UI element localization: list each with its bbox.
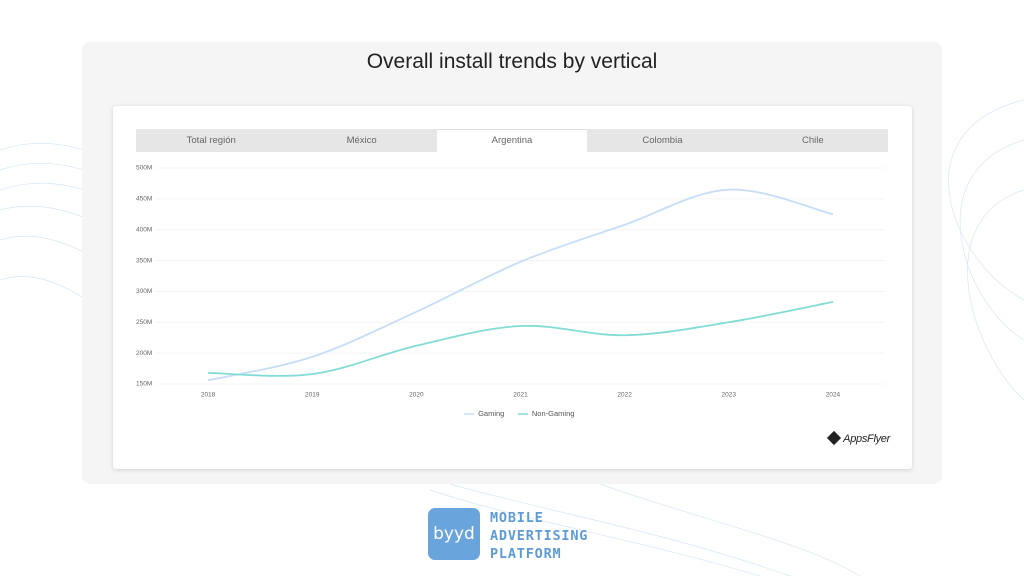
chart: 150M 200M 250M 300M 350M 400M 450M 500M 2018 2019…	[136, 165, 885, 418]
tab[interactable]: Chile	[802, 135, 824, 146]
x-tick-label: 2018	[201, 392, 216, 399]
legend-label: Gaming	[478, 409, 504, 418]
tab[interactable]: México	[346, 135, 377, 146]
legend-label: Non-Gaming	[532, 409, 575, 418]
brand-tagline: MOBILE ADVERTISING PLATFORM	[490, 509, 588, 563]
x-tick-label: 2024	[826, 392, 841, 399]
x-tick-label: 2023	[722, 392, 737, 399]
x-tick-label: 2020	[409, 392, 424, 399]
tagline-line: MOBILE	[490, 510, 544, 526]
x-tick-label: 2019	[305, 392, 320, 399]
y-tick-label: 450M	[136, 196, 152, 203]
y-tick-label: 350M	[136, 257, 152, 264]
tab[interactable]: Colombia	[642, 135, 683, 146]
x-tick-label: 2022	[617, 392, 632, 399]
appsflyer-logo: AppsFlyer	[829, 433, 890, 445]
y-tick-label: 200M	[136, 350, 152, 357]
tagline-line: ADVERTISING	[490, 528, 589, 544]
x-tick-label: 2021	[513, 392, 528, 399]
y-tick-label: 400M	[136, 226, 152, 233]
y-tick-label: 250M	[136, 319, 152, 326]
y-tick-label: 150M	[136, 381, 152, 388]
tagline-line: PLATFORM	[490, 546, 562, 562]
panel: Overall install trends by vertical 150M 2…	[82, 42, 942, 484]
tab-active[interactable]: Argentina	[436, 129, 588, 152]
chart-card: 150M 200M 250M 300M 350M 400M 450M 500M 2018 2019…	[113, 106, 912, 469]
brand-logo: byyd	[428, 508, 480, 560]
y-tick-label: 300M	[136, 288, 152, 295]
tab[interactable]: Total región	[186, 135, 236, 146]
tab-bar: Total región México Argentina Colombia C…	[136, 129, 888, 152]
slide-title: Overall install trends by vertical	[366, 50, 658, 73]
y-tick-label: 500M	[136, 165, 152, 172]
series-line	[207, 188, 834, 382]
series-line	[208, 301, 834, 377]
